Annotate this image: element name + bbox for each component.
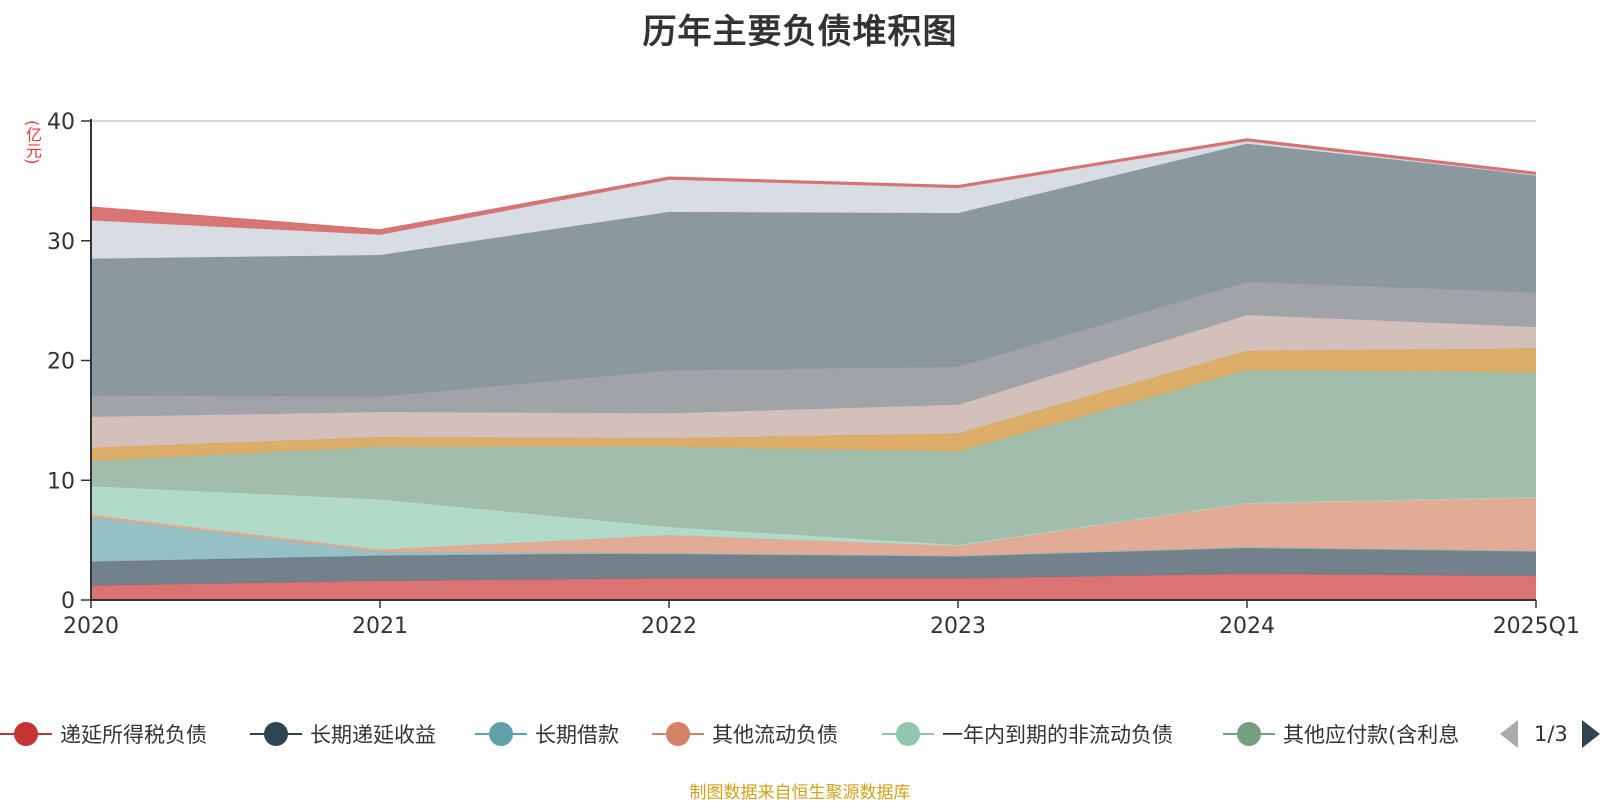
area-series-7[interactable] [91, 348, 1536, 462]
axes: 0 10 20 30 40 2020 2021 2022 2023 2024 2025Q1 [47, 110, 1580, 639]
legend-item[interactable]: 其他应付款(含利息 [1223, 714, 1459, 754]
legend-item[interactable]: 长期借款 [475, 714, 619, 754]
legend-pager: 1/3 [1500, 714, 1600, 754]
legend-page-indicator: 1/3 [1534, 722, 1568, 746]
y-tick-label: 40 [47, 110, 75, 135]
area-series-5[interactable] [91, 486, 1536, 550]
area-series-4[interactable] [91, 497, 1536, 556]
x-tick-label: 2024 [1219, 614, 1275, 639]
x-tick-label: 2025Q1 [1493, 614, 1580, 639]
legend-symbol-icon [475, 714, 527, 754]
area-series-8[interactable] [91, 315, 1536, 448]
legend-symbol-icon [250, 714, 302, 754]
area-series-2[interactable] [91, 547, 1536, 586]
area-series-10[interactable] [91, 143, 1536, 397]
legend-label: 长期借款 [535, 723, 619, 747]
area-series-3[interactable] [91, 517, 1536, 562]
x-tick-label: 2023 [930, 614, 986, 639]
legend-item[interactable]: 其他流动负债 [652, 714, 838, 754]
legend-label: 其他流动负债 [712, 723, 838, 747]
area-series-6[interactable] [91, 370, 1536, 545]
data-source-note: 制图数据来自恒生聚源数据库 [689, 783, 911, 803]
legend-symbol-icon [0, 714, 52, 754]
legend-label: 长期递延收益 [310, 723, 436, 747]
stacked-area-chart: 0 10 20 30 40 2020 2021 2022 2023 2024 2025Q1 [47, 110, 1580, 639]
y-tick-label: 30 [47, 230, 75, 255]
x-tick-label: 2020 [63, 614, 119, 639]
legend-label: 递延所得税负债 [60, 723, 207, 747]
legend-symbol-icon [652, 714, 704, 754]
legend-label: 一年内到期的非流动负债 [942, 723, 1173, 747]
area-series-11[interactable] [91, 141, 1536, 259]
legend-item[interactable]: 递延所得税负债 [0, 714, 207, 754]
legend-symbol-icon [882, 714, 934, 754]
legend-item[interactable]: 长期递延收益 [250, 714, 436, 754]
legend-label: 其他应付款(含利息 [1283, 723, 1460, 747]
y-tick-label: 20 [47, 350, 75, 375]
y-tick-label: 0 [61, 589, 75, 614]
y-axis-unit-label: (亿元) [23, 120, 42, 165]
legend: 1/3 递延所得税负债 长期递延收益 长期借款 其他流动负债 一年内到期的非流动负债 其他… [0, 714, 1600, 754]
area-series-12[interactable] [91, 139, 1536, 235]
x-tick-label: 2021 [352, 614, 408, 639]
area-series [90, 138, 1537, 600]
area-series-9[interactable] [91, 281, 1536, 417]
legend-prev-page-icon[interactable] [1500, 720, 1518, 748]
legend-next-page-icon[interactable] [1581, 720, 1600, 748]
y-tick-label: 10 [47, 469, 75, 494]
legend-item[interactable]: 一年内到期的非流动负债 [882, 714, 1173, 754]
legend-symbol-icon [1223, 714, 1275, 754]
area-series-line-12 [90, 138, 1537, 231]
chart-title: 历年主要负债堆积图 [642, 12, 958, 52]
x-tick-label: 2022 [641, 614, 697, 639]
